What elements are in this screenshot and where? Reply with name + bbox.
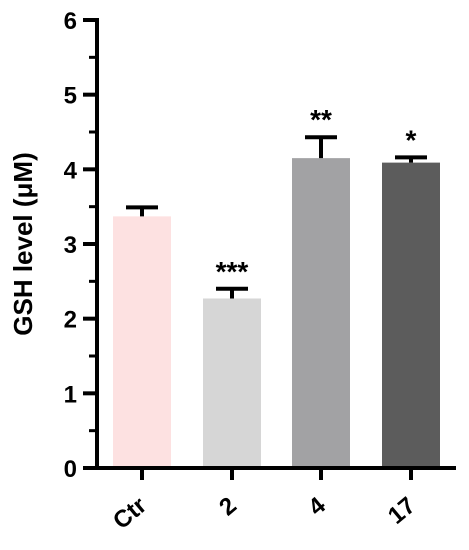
y-tick-label: 2	[64, 307, 77, 334]
category-label: 17	[383, 492, 421, 530]
bar-Ctr	[113, 216, 171, 468]
y-axis-title: GSH level (μM)	[8, 152, 38, 336]
significance-label: *	[406, 124, 417, 155]
y-tick-label: 1	[64, 381, 77, 408]
error-bars	[126, 135, 427, 299]
significance-label: **	[310, 104, 332, 135]
category-label: Ctr	[108, 492, 152, 535]
category-label: 2	[214, 492, 242, 521]
significance-label: ***	[216, 256, 249, 287]
y-tick-label: 3	[64, 232, 77, 259]
significance-labels: ******	[216, 104, 417, 287]
bars	[113, 158, 440, 468]
y-tick-label: 5	[64, 83, 77, 110]
bar-4	[292, 158, 350, 468]
bar-2	[203, 298, 261, 468]
category-labels: Ctr 2 4 17	[108, 468, 421, 535]
category-label: 4	[303, 492, 331, 522]
bar-17	[382, 162, 440, 468]
y-tick-label: 6	[64, 8, 77, 35]
y-tick-label: 4	[64, 157, 78, 184]
y-tick-label: 0	[64, 456, 77, 483]
y-axis-ticks: 0 1 2 3 4 5 6	[64, 8, 97, 483]
